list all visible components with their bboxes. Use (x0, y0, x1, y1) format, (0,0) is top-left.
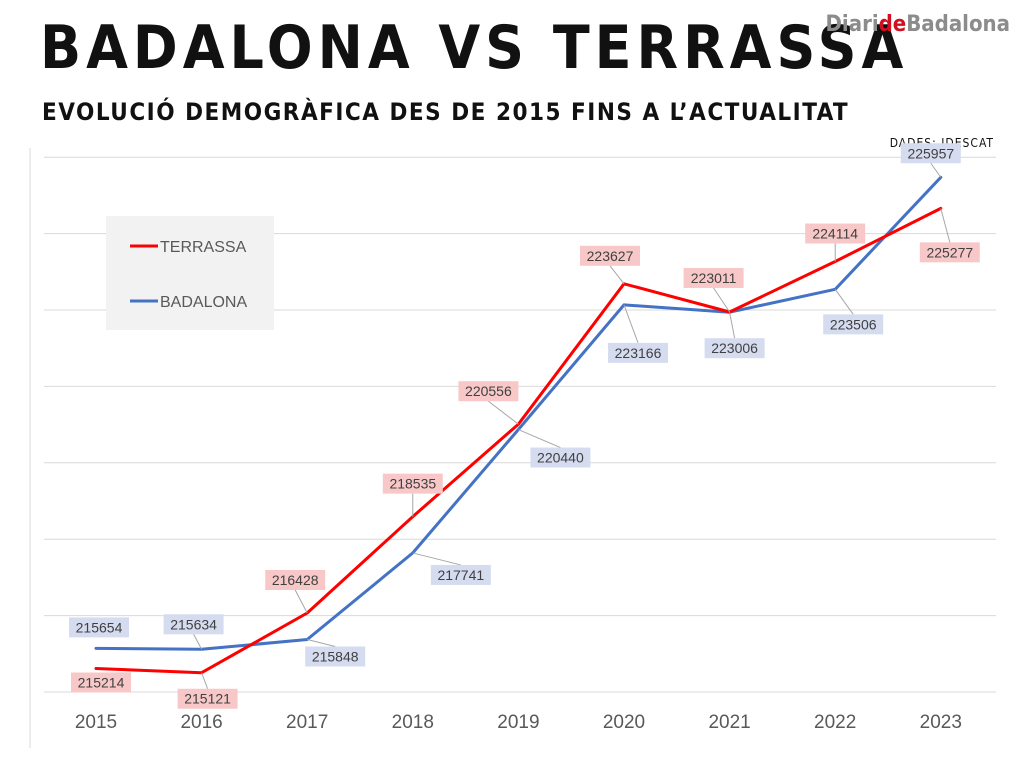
data-label: 215848 (312, 649, 359, 665)
label-leader-line (834, 289, 854, 315)
data-label-bg (265, 569, 326, 590)
data-label-bg (704, 338, 765, 359)
data-label: 223011 (691, 270, 737, 286)
data-label-bg (608, 342, 668, 363)
data-label-bg (823, 314, 884, 335)
x-axis-ticks: 2015 2016 2017 2018 2019 2020 2021 2022 2023 (75, 712, 962, 733)
data-label: 225277 (926, 244, 973, 260)
data-label: 223166 (615, 345, 662, 361)
data-label: 220556 (465, 383, 512, 399)
label-leader-line (201, 672, 209, 689)
data-label: 215214 (78, 674, 125, 690)
data-label-bg (177, 688, 238, 709)
data-labels: 215214 215121 216428 218535 220556 223627 2230… (69, 143, 980, 709)
data-label-bg (430, 564, 491, 585)
data-label: 223627 (587, 248, 634, 264)
data-label: 217741 (437, 567, 484, 583)
label-leader-line (623, 304, 639, 344)
data-label-bg (71, 672, 131, 693)
data-label-bg (163, 614, 224, 635)
data-label: 215634 (170, 616, 217, 632)
x-tick-label: 2023 (920, 712, 962, 733)
label-leader-line (307, 639, 336, 647)
label-leader-line (713, 287, 731, 313)
legend-box (106, 216, 274, 330)
x-tick-label: 2022 (814, 712, 856, 733)
x-tick-label: 2015 (75, 712, 117, 733)
label-leader-line (412, 552, 461, 566)
label-leader-line (193, 634, 203, 650)
data-label-bg (530, 447, 591, 468)
label-leader-line (294, 589, 308, 614)
label-leader-line (518, 429, 561, 448)
data-label: 224114 (812, 226, 858, 242)
legend: TERRASSA BADALONA (106, 216, 274, 330)
x-tick-label: 2021 (708, 712, 750, 733)
data-label-bg (919, 242, 980, 263)
x-tick-label: 2018 (392, 712, 434, 733)
chart-subtitle: EVOLUCIÓ DEMOGRÀFICA DES DE 2015 FINS A … (42, 98, 850, 126)
label-leader-line (930, 162, 942, 178)
x-tick-label: 2017 (286, 712, 328, 733)
data-label: 218535 (389, 476, 436, 492)
data-label: 223006 (711, 340, 758, 356)
brand-logo-part1: Diari (825, 12, 879, 37)
data-label: 216428 (272, 572, 319, 588)
x-tick-label: 2020 (603, 712, 645, 733)
chart-title: BADALONA VS TERRASSA (40, 13, 909, 83)
data-label: 215654 (76, 619, 123, 635)
legend-label-badalona: BADALONA (160, 294, 247, 311)
label-leader-lines (193, 162, 951, 689)
data-label: 225957 (907, 145, 954, 161)
data-label: 223506 (830, 316, 877, 332)
label-leader-line (729, 312, 736, 339)
label-leader-line (940, 208, 951, 243)
data-label-bg (458, 381, 519, 402)
data-label-bg (683, 267, 744, 288)
data-label-bg (382, 473, 443, 494)
data-label-bg (900, 143, 961, 164)
x-tick-label: 2019 (497, 712, 539, 733)
data-label-bg (69, 617, 129, 638)
data-label: 215121 (184, 691, 231, 707)
data-point-terrassa (94, 667, 98, 670)
data-point-badalona (94, 647, 98, 650)
data-label-bg (580, 245, 640, 266)
brand-logo-part3: Badalona (906, 12, 1010, 37)
data-label-bg (805, 223, 866, 244)
data-label-bg (305, 646, 366, 667)
label-leader-line (488, 400, 519, 425)
brand-logo-part2: de (878, 12, 907, 37)
data-label: 220440 (537, 450, 584, 466)
label-leader-line (609, 265, 625, 285)
x-tick-label: 2016 (180, 712, 222, 733)
legend-label-terrassa: TERRASSA (160, 239, 247, 256)
brand-logo[interactable]: DiarideBadalona (826, 12, 1011, 37)
